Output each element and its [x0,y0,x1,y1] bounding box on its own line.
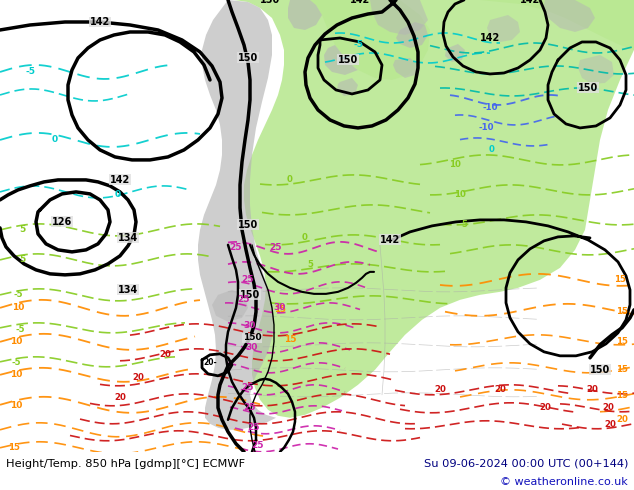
Text: 150: 150 [338,55,358,65]
Text: 15: 15 [274,305,286,315]
Polygon shape [198,0,276,430]
Text: 20-: 20- [203,358,217,368]
Text: 15: 15 [284,335,296,344]
Text: 150: 150 [243,333,261,343]
Text: 20: 20 [616,416,628,424]
Text: -5: -5 [13,291,23,299]
Text: 25: 25 [242,383,254,392]
Text: Su 09-06-2024 00:00 UTC (00+144): Su 09-06-2024 00:00 UTC (00+144) [424,459,628,469]
Text: 10: 10 [10,337,22,346]
Text: 20: 20 [114,393,126,402]
Text: 30: 30 [246,343,258,352]
Text: 5: 5 [307,260,313,270]
Polygon shape [212,290,248,322]
Text: -5: -5 [353,41,363,49]
Text: 0: 0 [52,135,58,145]
Text: 25: 25 [248,423,260,432]
Text: 25: 25 [229,244,242,252]
Text: -5: -5 [15,325,25,334]
Polygon shape [288,0,322,30]
Text: 150: 150 [240,290,260,300]
Text: 10: 10 [454,191,466,199]
Text: 0: 0 [287,175,293,184]
Text: 15: 15 [616,392,628,400]
Text: 0: 0 [115,191,121,199]
Text: 30: 30 [244,321,256,330]
Text: 150: 150 [238,53,258,63]
Text: 150: 150 [590,365,610,375]
Polygon shape [396,22,428,48]
Polygon shape [228,0,634,418]
Polygon shape [370,0,428,35]
Text: Height/Temp. 850 hPa [gdmp][°C] ECMWF: Height/Temp. 850 hPa [gdmp][°C] ECMWF [6,459,245,469]
Text: 20: 20 [586,385,598,394]
Text: 25: 25 [238,295,250,304]
Text: 134: 134 [118,233,138,243]
Text: 142: 142 [90,17,110,27]
Text: 126: 126 [52,217,72,227]
Text: 15: 15 [616,337,628,346]
Text: 0: 0 [489,146,495,154]
Text: 5: 5 [461,220,467,229]
Polygon shape [337,78,358,96]
Text: © weatheronline.co.uk: © weatheronline.co.uk [500,477,628,487]
Polygon shape [393,58,418,78]
Text: 30: 30 [274,303,286,312]
Text: 5: 5 [19,225,25,234]
Text: -5: -5 [11,358,21,368]
Text: 20: 20 [434,385,446,394]
Text: -10: -10 [478,123,494,132]
Text: 25: 25 [269,244,281,252]
Polygon shape [324,45,358,75]
Text: 20: 20 [604,420,616,429]
Text: 150: 150 [260,0,280,5]
Text: 10: 10 [10,401,22,410]
Text: -10: -10 [482,103,498,112]
Text: 20: 20 [159,350,171,359]
Text: 15: 15 [8,443,20,452]
Polygon shape [543,0,595,32]
Text: 150: 150 [238,220,258,230]
Text: 142: 142 [350,0,370,5]
Text: 134: 134 [118,285,138,295]
Text: 5: 5 [19,255,25,265]
Text: 142: 142 [380,235,400,245]
Text: 15: 15 [616,366,628,374]
Text: 25: 25 [242,275,254,284]
Polygon shape [480,0,634,50]
Text: 142: 142 [480,33,500,43]
Text: 10: 10 [449,160,461,170]
Text: 142: 142 [520,0,540,5]
Text: 150: 150 [578,83,598,93]
Text: 142: 142 [110,175,130,185]
Text: 0: 0 [302,233,308,243]
Text: 15: 15 [614,275,626,284]
Text: 20: 20 [132,373,144,382]
Polygon shape [310,0,430,80]
Polygon shape [578,55,614,84]
Text: 25: 25 [252,441,264,450]
Text: 20: 20 [539,403,551,412]
Polygon shape [487,15,520,42]
Text: 10: 10 [10,370,22,379]
Text: 25: 25 [243,403,256,412]
Polygon shape [445,44,465,62]
Text: 20: 20 [494,385,506,394]
Text: 10: 10 [12,303,24,312]
Text: -5: -5 [25,68,35,76]
Text: 20: 20 [602,403,614,412]
Text: 15: 15 [616,307,628,317]
